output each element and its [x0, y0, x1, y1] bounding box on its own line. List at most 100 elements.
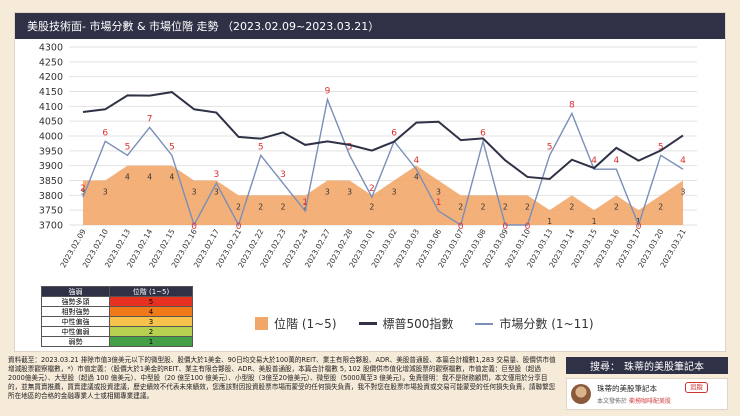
- level-value-label: 3: [192, 188, 197, 197]
- score-value-label: 4: [613, 156, 619, 166]
- legend-swatch-sp500: [358, 322, 377, 325]
- legend-label-score: 市場分數 (1~11): [499, 317, 594, 331]
- level-value-label: 2: [369, 202, 374, 211]
- score-value-label: 5: [347, 142, 353, 152]
- legend-item-sp500: 標普500指數: [358, 315, 454, 332]
- y-tick-label: 4300: [39, 43, 63, 54]
- level-value-label: 3: [81, 188, 86, 197]
- score-value-label: 0: [191, 222, 197, 232]
- channel-sub-link[interactable]: 衝撈咖啡配美股: [628, 398, 671, 405]
- level-value-label: 2: [481, 202, 486, 211]
- score-value-label: 5: [258, 142, 264, 152]
- level-value-label: 3: [436, 188, 441, 197]
- y-tick-label: 3850: [39, 176, 63, 187]
- level-row-value: 2: [109, 326, 193, 337]
- channel-subtitle: 本文發佈於 衝撈咖啡配美股: [597, 396, 671, 405]
- chart-legend: 位階 (1~5) 標普500指數 市場分數 (1~11): [255, 315, 594, 332]
- legend-label-sp500: 標普500指數: [382, 317, 454, 331]
- y-tick-label: 4150: [39, 87, 63, 98]
- score-value-label: 6: [391, 128, 397, 138]
- level-value-label: 3: [214, 188, 219, 197]
- level-row-value: 4: [109, 306, 193, 317]
- score-value-label: 0: [458, 222, 464, 232]
- level-row-label: 中性偏弱: [41, 326, 110, 337]
- level-row: 相對強勢 4: [41, 306, 193, 317]
- level-row-value: 1: [109, 336, 193, 347]
- score-value-label: 5: [125, 142, 131, 152]
- score-value-label: 8: [569, 100, 575, 110]
- channel-sub-prefix: 本文發佈於: [597, 398, 628, 405]
- level-value-label: 4: [125, 173, 130, 182]
- level-value-label: 3: [103, 188, 108, 197]
- score-value-label: 9: [325, 87, 331, 97]
- level-value-label: 2: [258, 202, 263, 211]
- level-value-label: 2: [614, 202, 619, 211]
- level-row-value: 3: [109, 316, 193, 327]
- search-banner[interactable]: 搜尋： 珠蒂的美股筆記本: [566, 357, 728, 374]
- legend-item-level: 位階 (1~5): [255, 315, 337, 332]
- level-row: 中性偏弱 2: [41, 326, 193, 337]
- level-value-label: 2: [236, 202, 241, 211]
- score-value-label: 7: [147, 114, 153, 124]
- search-name: 珠蒂的美股筆記本: [624, 362, 704, 373]
- channel-card[interactable]: 珠蒂的美股筆記本 追蹤 本文發佈於 衝撈咖啡配美股: [566, 378, 728, 410]
- score-value-label: 5: [658, 142, 664, 152]
- chart-title: 美股技術面- 市場分數 & 市場位階 走勢 （2023.02.09~2023.0…: [15, 13, 725, 39]
- score-value-label: 1: [302, 198, 308, 208]
- y-tick-label: 3950: [39, 146, 63, 157]
- level-value-label: 2: [458, 202, 463, 211]
- y-tick-label: 3750: [39, 206, 63, 217]
- follow-button[interactable]: 追蹤: [685, 382, 708, 393]
- score-value-label: 2: [369, 184, 375, 194]
- level-value-label: 4: [169, 173, 174, 182]
- level-value-label: 3: [347, 188, 352, 197]
- sp500-line: [82, 91, 684, 181]
- level-value-label: 2: [281, 202, 286, 211]
- level-table-header-level: 位階 (1~5): [109, 286, 193, 297]
- score-value-label: 4: [680, 156, 686, 166]
- score-line: [82, 97, 684, 228]
- channel-name: 珠蒂的美股筆記本: [597, 384, 657, 393]
- level-value-label: 3: [325, 188, 330, 197]
- score-value-label: 6: [102, 128, 108, 138]
- level-row: 中性偏強 3: [41, 316, 193, 327]
- level-value-label: 3: [681, 188, 686, 197]
- level-value-label: 2: [525, 202, 530, 211]
- level-value-label: 1: [547, 217, 552, 226]
- score-value-label: 2: [80, 184, 86, 194]
- legend-swatch-area: [255, 317, 268, 330]
- level-value-label: 4: [414, 173, 419, 182]
- level-row-label: 弱勢: [41, 336, 110, 347]
- level-row-label: 中性偏強: [41, 316, 110, 327]
- search-prefix: 搜尋：: [590, 362, 620, 373]
- y-tick-label: 4250: [39, 57, 63, 68]
- score-value-label: 1: [436, 198, 442, 208]
- level-value-label: 4: [147, 173, 152, 182]
- chart-svg: 3700375038003850390039504000405041004150…: [39, 43, 697, 269]
- level-row-label: 強勢多頭: [41, 296, 110, 307]
- score-value-label: 4: [591, 156, 597, 166]
- level-value-label: 1: [592, 217, 597, 226]
- level-table-header-strength: 強弱: [41, 286, 110, 297]
- level-row: 弱勢 1: [41, 336, 193, 347]
- score-value-label: 0: [525, 222, 531, 232]
- level-value-label: 2: [303, 202, 308, 211]
- chart-card: 美股技術面- 市場分數 & 市場位階 走勢 （2023.02.09~2023.0…: [14, 12, 726, 352]
- score-value-label: 0: [236, 222, 242, 232]
- y-tick-label: 4200: [39, 72, 63, 83]
- level-row-label: 相對強勢: [41, 306, 110, 317]
- score-value-label: 0: [502, 222, 508, 232]
- avatar: [571, 384, 591, 404]
- score-value-label: 6: [480, 128, 486, 138]
- legend-item-score: 市場分數 (1~11): [475, 315, 594, 332]
- score-value-label: 5: [169, 142, 175, 152]
- y-tick-label: 3900: [39, 161, 63, 172]
- score-value-label: 0: [636, 222, 642, 232]
- level-table: 強弱 位階 (1~5) 強勢多頭 5 相對強勢 4 中性偏強 3 中性偏弱 2: [41, 286, 193, 347]
- y-tick-label: 3800: [39, 191, 63, 202]
- legend-swatch-score: [475, 322, 494, 325]
- level-value-label: 1: [636, 217, 641, 226]
- level-row-value: 5: [109, 296, 193, 307]
- level-value-label: 2: [569, 202, 574, 211]
- score-value-label: 4: [413, 156, 419, 166]
